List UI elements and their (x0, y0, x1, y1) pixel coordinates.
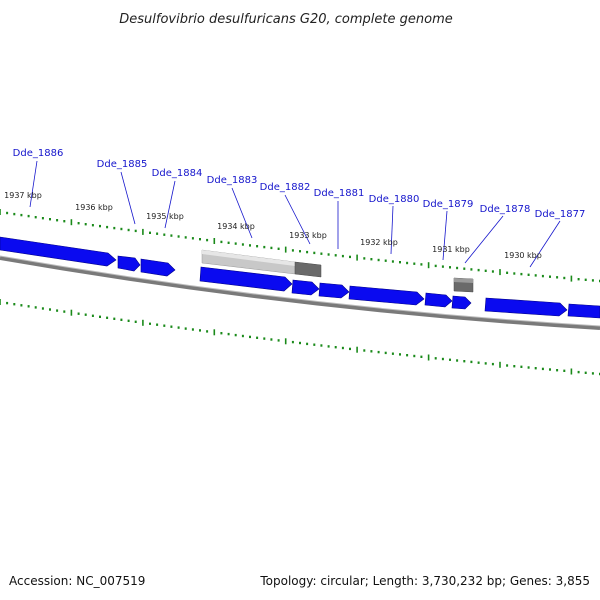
kbp-label-1936: 1936 kbp (75, 203, 113, 212)
rna-block-dde-1882[interactable] (294, 261, 322, 278)
genome-backbone-highlight (0, 255, 600, 327)
gene-arrow-dde-1878[interactable] (451, 295, 472, 310)
kbp-label-1931: 1931 kbp (432, 245, 470, 254)
gene-label-dde-1881[interactable]: Dde_1881 (314, 188, 365, 199)
genome-backbone (0, 256, 600, 330)
gene-label-leaders (29, 160, 561, 268)
leader-dde-1883 (231, 187, 253, 239)
kbp-label-1935: 1935 kbp (146, 212, 184, 221)
gene-label-dde-1884[interactable]: Dde_1884 (152, 168, 203, 179)
genome-summary-text: Topology: circular; Length: 3,730,232 bp… (259, 574, 590, 588)
outer-tick-ring (0, 209, 600, 283)
accession-text: Accession: NC_007519 (9, 574, 145, 588)
gene-arrow-dde-1886[interactable] (0, 236, 117, 267)
kbp-labels: 1937 kbp 1936 kbp 1935 kbp 1934 kbp 1933… (4, 191, 542, 260)
gene-arrow-dde-1882[interactable] (291, 279, 320, 296)
gene-arrow-dde-1877[interactable] (484, 297, 568, 317)
rna-block-dde-1878-shade (454, 278, 473, 283)
leader-dde-1886 (29, 160, 38, 208)
kbp-label-1930: 1930 kbp (504, 251, 542, 260)
gene-label-dde-1877[interactable]: Dde_1877 (535, 209, 586, 220)
gene-label-dde-1885[interactable]: Dde_1885 (97, 159, 148, 170)
kbp-label-1937: 1937 kbp (4, 191, 42, 200)
gene-arrow-dde-1885[interactable] (117, 255, 141, 272)
gene-arrow-dde-1879[interactable] (424, 292, 453, 308)
leader-dde-1878 (464, 215, 504, 264)
gene-arrow-dde-1884[interactable] (140, 258, 176, 277)
rna-block-dde-1883-shade (202, 250, 295, 266)
kbp-label-1932: 1932 kbp (360, 238, 398, 247)
inner-tick-ring (0, 299, 600, 376)
leader-dde-1880 (390, 205, 394, 255)
kbp-label-1934: 1934 kbp (217, 222, 255, 231)
gene-arrow-dde-1880[interactable] (348, 285, 425, 306)
gene-label-dde-1880[interactable]: Dde_1880 (369, 194, 420, 205)
leader-dde-1882 (284, 194, 311, 245)
gene-label-dde-1882[interactable]: Dde_1882 (260, 182, 311, 193)
gene-label-dde-1878[interactable]: Dde_1878 (480, 204, 531, 215)
leader-dde-1879 (442, 210, 448, 261)
kbp-label-1933: 1933 kbp (289, 231, 327, 240)
gene-label-dde-1883[interactable]: Dde_1883 (207, 175, 258, 186)
gene-labels: Dde_1886 Dde_1885 Dde_1884 Dde_1883 Dde_… (13, 148, 586, 220)
leader-dde-1885 (120, 171, 136, 225)
gene-label-dde-1879[interactable]: Dde_1879 (423, 199, 474, 210)
gene-label-dde-1886[interactable]: Dde_1886 (13, 148, 64, 159)
leader-dde-1884 (164, 180, 176, 229)
genome-title: Desulfovibrio desulfuricans G20, complet… (119, 12, 453, 27)
gene-arrow-dde-1881[interactable] (318, 282, 350, 299)
leader-dde-1877 (529, 220, 561, 268)
gene-arrow-dde-1876[interactable] (567, 303, 600, 319)
gene-arrow-dde-1883[interactable] (199, 266, 293, 292)
